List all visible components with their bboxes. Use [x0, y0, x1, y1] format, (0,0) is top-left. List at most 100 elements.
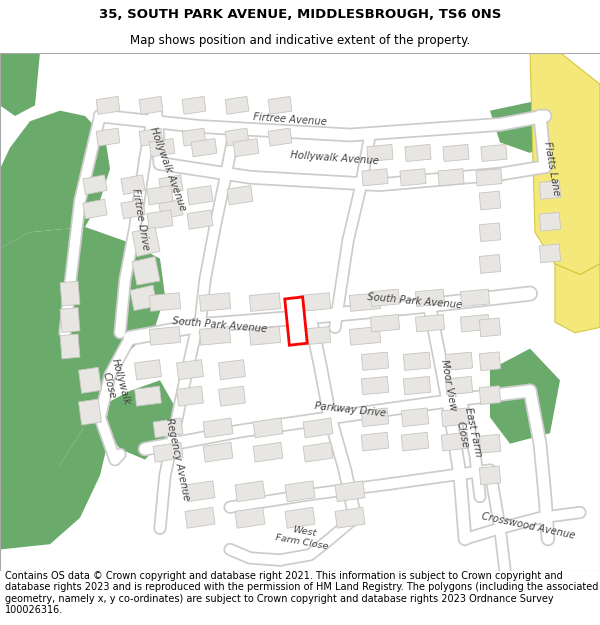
Polygon shape — [159, 175, 183, 194]
Polygon shape — [400, 169, 426, 186]
Polygon shape — [0, 111, 110, 248]
Polygon shape — [132, 227, 160, 257]
Text: Regency Avenue: Regency Avenue — [164, 418, 191, 502]
Polygon shape — [539, 181, 560, 199]
Text: Firtree Drive: Firtree Drive — [130, 188, 151, 251]
Polygon shape — [445, 352, 473, 371]
Polygon shape — [361, 432, 389, 451]
Polygon shape — [60, 334, 80, 359]
Polygon shape — [349, 292, 380, 311]
Text: South Park Avenue: South Park Avenue — [367, 292, 463, 310]
Text: Flatts Lane: Flatts Lane — [542, 141, 562, 197]
Polygon shape — [79, 399, 101, 425]
Polygon shape — [159, 199, 183, 219]
Polygon shape — [134, 360, 161, 380]
Polygon shape — [349, 327, 380, 345]
Polygon shape — [0, 52, 40, 116]
Polygon shape — [405, 144, 431, 161]
Polygon shape — [268, 128, 292, 146]
Polygon shape — [60, 308, 80, 332]
Polygon shape — [490, 349, 560, 444]
Polygon shape — [479, 352, 500, 371]
Polygon shape — [481, 144, 507, 161]
Text: Hollywalk Avenue: Hollywalk Avenue — [290, 150, 380, 166]
Polygon shape — [182, 128, 206, 146]
Polygon shape — [227, 186, 253, 205]
Text: Hollywalk Avenue: Hollywalk Avenue — [148, 126, 188, 212]
Polygon shape — [460, 289, 490, 306]
Polygon shape — [96, 128, 120, 146]
Polygon shape — [361, 376, 389, 394]
Polygon shape — [476, 169, 502, 186]
Polygon shape — [479, 386, 500, 404]
Polygon shape — [185, 481, 215, 502]
Polygon shape — [253, 442, 283, 462]
Polygon shape — [403, 352, 431, 371]
Polygon shape — [199, 292, 230, 311]
Polygon shape — [147, 186, 173, 205]
Polygon shape — [139, 128, 163, 146]
Polygon shape — [285, 508, 315, 528]
Polygon shape — [83, 199, 107, 219]
Polygon shape — [199, 327, 230, 345]
Polygon shape — [191, 139, 217, 157]
Polygon shape — [233, 139, 259, 157]
Polygon shape — [96, 96, 120, 114]
Polygon shape — [187, 186, 213, 205]
Polygon shape — [479, 434, 500, 453]
Polygon shape — [555, 264, 600, 332]
Polygon shape — [370, 289, 400, 306]
Polygon shape — [250, 292, 281, 311]
Polygon shape — [187, 210, 213, 229]
Polygon shape — [479, 466, 500, 485]
Polygon shape — [132, 257, 160, 285]
Polygon shape — [225, 128, 249, 146]
Polygon shape — [235, 481, 265, 502]
Polygon shape — [401, 408, 429, 427]
Polygon shape — [134, 386, 161, 406]
Polygon shape — [149, 327, 181, 345]
Text: Hollywalk
Close: Hollywalk Close — [98, 357, 131, 409]
Polygon shape — [479, 254, 500, 273]
Polygon shape — [299, 292, 331, 311]
Polygon shape — [479, 191, 500, 210]
Text: Moor View: Moor View — [439, 359, 457, 412]
Polygon shape — [203, 442, 233, 462]
Polygon shape — [149, 292, 181, 311]
Polygon shape — [130, 285, 157, 311]
Polygon shape — [367, 144, 393, 161]
Polygon shape — [235, 508, 265, 528]
Text: Map shows position and indicative extent of the property.: Map shows position and indicative extent… — [130, 34, 470, 48]
Polygon shape — [460, 314, 490, 332]
Text: West
Farm Close: West Farm Close — [275, 522, 331, 551]
Polygon shape — [415, 314, 445, 332]
Polygon shape — [438, 169, 464, 186]
Polygon shape — [79, 368, 101, 393]
Polygon shape — [182, 96, 206, 114]
Polygon shape — [0, 401, 110, 549]
Polygon shape — [539, 244, 560, 262]
Polygon shape — [225, 96, 249, 114]
Polygon shape — [176, 386, 203, 406]
Polygon shape — [149, 139, 175, 157]
Polygon shape — [539, 213, 560, 231]
Polygon shape — [403, 376, 431, 394]
Polygon shape — [303, 418, 333, 437]
Polygon shape — [479, 318, 500, 337]
Text: 35, SOUTH PARK AVENUE, MIDDLESBROUGH, TS6 0NS: 35, SOUTH PARK AVENUE, MIDDLESBROUGH, TS… — [99, 8, 501, 21]
Polygon shape — [445, 376, 473, 394]
Polygon shape — [105, 380, 175, 459]
Polygon shape — [303, 442, 333, 462]
Polygon shape — [370, 314, 400, 332]
Polygon shape — [401, 432, 429, 451]
Polygon shape — [479, 223, 500, 242]
Text: South Park Avenue: South Park Avenue — [172, 316, 268, 334]
Polygon shape — [560, 95, 600, 164]
Polygon shape — [361, 408, 389, 427]
Text: Firtree Avenue: Firtree Avenue — [253, 111, 327, 127]
Polygon shape — [285, 481, 315, 502]
Polygon shape — [147, 210, 173, 229]
Polygon shape — [176, 360, 203, 380]
Polygon shape — [335, 481, 365, 502]
Polygon shape — [218, 386, 245, 406]
